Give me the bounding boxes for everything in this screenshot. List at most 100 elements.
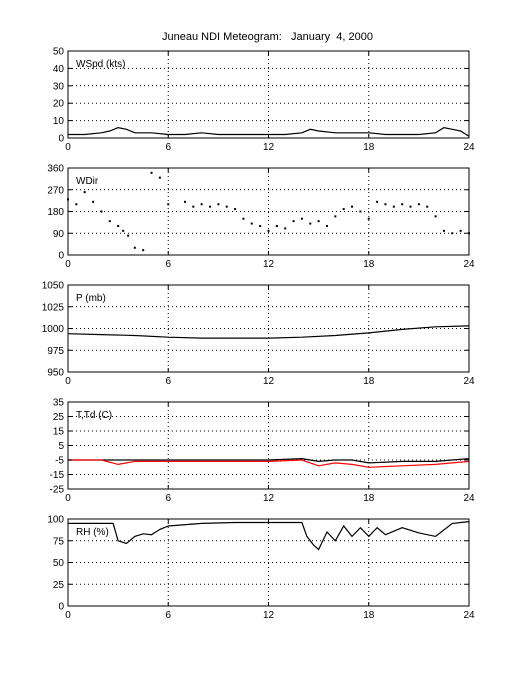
panel-5: 0 25 50 75 100 0 6 12 18 24 RH (%) xyxy=(47,515,475,622)
x-tick-label: 0 xyxy=(65,610,71,621)
data-point xyxy=(384,203,387,206)
data-point xyxy=(242,217,245,220)
y-tick-label: 1000 xyxy=(42,324,65,335)
panel-label: P (mb) xyxy=(76,293,106,304)
y-tick-label: 100 xyxy=(47,515,64,526)
y-tick-label: 10 xyxy=(53,116,65,127)
data-point xyxy=(75,203,78,206)
data-point xyxy=(342,208,345,211)
x-tick-label: 24 xyxy=(463,376,475,387)
data-point xyxy=(267,229,270,232)
data-point xyxy=(300,217,303,220)
series-line-1 xyxy=(68,521,470,551)
data-point xyxy=(200,203,203,206)
x-tick-label: 0 xyxy=(65,376,71,387)
y-tick-label: 0 xyxy=(58,251,64,262)
x-tick-label: 6 xyxy=(165,142,171,153)
data-point xyxy=(83,191,86,194)
x-tick-label: 0 xyxy=(65,259,71,270)
y-tick-label: 20 xyxy=(53,99,65,110)
data-point xyxy=(409,205,412,208)
panel-1: 0 10 20 30 40 50 0 6 12 18 24 WSpd (kts) xyxy=(53,47,475,154)
data-point xyxy=(250,222,253,225)
data-point xyxy=(183,200,186,203)
y-tick-label: 25 xyxy=(53,580,65,591)
data-point xyxy=(127,234,130,237)
x-tick-label: 12 xyxy=(263,259,275,270)
data-point xyxy=(167,203,170,206)
data-point xyxy=(133,246,136,249)
y-tick-label: 15 xyxy=(53,427,65,438)
data-point xyxy=(142,249,145,252)
x-tick-label: 24 xyxy=(463,259,475,270)
panel-label: WSpd (kts) xyxy=(76,59,125,70)
y-tick-label: 50 xyxy=(53,558,65,569)
x-tick-label: 18 xyxy=(363,610,375,621)
series-line-1 xyxy=(68,457,470,464)
data-point xyxy=(225,205,228,208)
data-point xyxy=(209,205,212,208)
series-line-1 xyxy=(68,126,470,137)
data-point xyxy=(192,205,195,208)
y-tick-label: 30 xyxy=(53,81,65,92)
data-point xyxy=(100,210,103,213)
x-tick-label: 18 xyxy=(363,142,375,153)
y-tick-label: 975 xyxy=(47,346,64,357)
x-tick-label: 6 xyxy=(165,610,171,621)
data-point xyxy=(234,208,237,211)
y-tick-label: 180 xyxy=(47,207,64,218)
data-point xyxy=(108,220,111,223)
x-tick-label: 12 xyxy=(263,493,275,504)
data-point xyxy=(376,200,379,203)
data-point xyxy=(122,229,125,232)
data-point xyxy=(117,225,120,227)
data-point xyxy=(259,225,262,227)
y-tick-label: 360 xyxy=(47,164,64,175)
x-tick-label: 12 xyxy=(263,610,275,621)
data-point xyxy=(367,217,370,220)
y-tick-label: 1050 xyxy=(42,281,65,292)
x-tick-label: 0 xyxy=(65,493,71,504)
data-point xyxy=(401,203,404,206)
y-tick-label: 40 xyxy=(53,64,65,75)
y-tick-label: 5 xyxy=(58,441,64,452)
axes-box xyxy=(67,50,470,139)
y-tick-label: 0 xyxy=(58,134,64,145)
y-tick-label: 90 xyxy=(53,229,65,240)
data-point xyxy=(442,229,445,232)
x-tick-label: 24 xyxy=(463,493,475,504)
y-tick-label: 270 xyxy=(47,185,64,196)
x-tick-label: 12 xyxy=(263,376,275,387)
x-tick-label: 24 xyxy=(463,610,475,621)
series-line-2 xyxy=(68,459,470,468)
data-point xyxy=(392,205,395,208)
y-tick-label: 35 xyxy=(53,398,65,409)
data-point xyxy=(217,203,220,206)
y-tick-label: 950 xyxy=(47,368,64,379)
data-point xyxy=(317,220,320,223)
data-point xyxy=(92,200,95,203)
data-point xyxy=(275,225,278,227)
panel-2: 0 90 180 270 360 0 6 12 18 24 WDir xyxy=(47,164,475,271)
series-line-1 xyxy=(67,325,470,339)
data-point xyxy=(351,205,354,208)
data-point xyxy=(309,222,312,225)
panel-4: -25 -15 -5 5 15 25 35 0 6 12 18 24 T,Td (C) xyxy=(50,398,475,505)
data-point xyxy=(284,227,287,230)
y-tick-label: -5 xyxy=(55,456,64,467)
data-point xyxy=(150,171,153,174)
x-tick-label: 18 xyxy=(363,376,375,387)
x-tick-label: 12 xyxy=(263,142,275,153)
y-tick-label: 0 xyxy=(58,602,64,613)
data-point xyxy=(426,205,429,208)
data-point xyxy=(434,215,437,218)
data-point xyxy=(292,220,295,223)
data-point xyxy=(325,225,328,227)
data-point xyxy=(417,203,420,206)
panel-3: 950 975 1000 1025 1050 0 6 12 18 24 P (mb) xyxy=(42,281,475,388)
data-point xyxy=(334,215,337,218)
y-tick-label: 1025 xyxy=(42,302,65,313)
x-tick-label: 6 xyxy=(165,376,171,387)
y-tick-label: -25 xyxy=(50,485,65,496)
